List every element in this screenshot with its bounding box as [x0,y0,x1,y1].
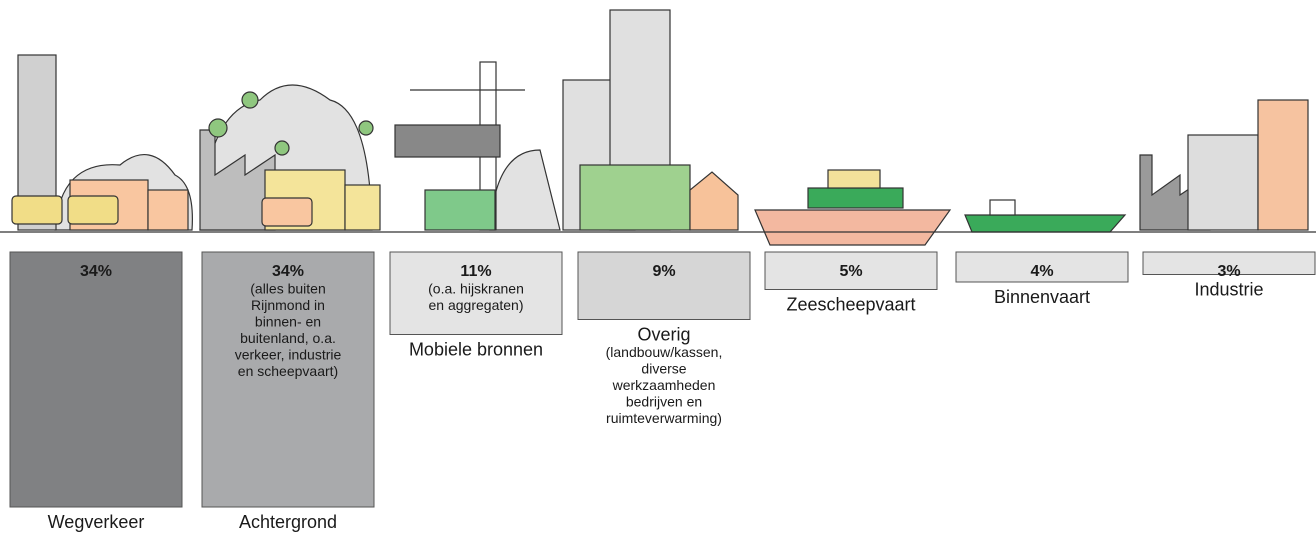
bar [577,251,751,320]
note: verkeer, industrie [235,347,342,363]
value-label: 34% [80,263,112,280]
value-label: 9% [652,263,675,280]
note: (landbouw/kassen, [606,344,723,360]
category-label: Overig [637,324,690,344]
note: buitenland, o.a. [240,330,336,346]
note: bedrijven en [626,394,702,410]
category-label: Industrie [1194,279,1263,299]
value-label: 34% [272,263,304,280]
note: en aggregaten) [429,297,524,313]
note: (alles buiten [250,281,326,297]
category-label: Wegverkeer [48,512,145,532]
note: binnen- en [255,314,321,330]
category-label: Mobiele bronnen [409,339,543,359]
note: diverse [641,361,686,377]
value-label: 4% [1030,263,1053,280]
value-label: 3% [1217,263,1240,280]
category-label: Zeescheepvaart [786,294,915,314]
category-label: Binnenvaart [994,287,1090,307]
bar [9,251,183,508]
bar [764,251,938,290]
note: werkzaamheden [612,377,716,393]
illustration [0,9,1316,246]
value-label: 11% [460,263,491,280]
bar [389,251,563,335]
category-label: Achtergrond [239,512,337,532]
value-label: 5% [839,263,862,280]
note: (o.a. hijskranen [428,281,524,297]
note: en scheepvaart) [238,363,338,379]
bar [955,251,1129,283]
bar [201,251,375,508]
bar [1142,251,1316,275]
note: Rijnmond in [251,297,325,313]
note: ruimteverwarming) [606,410,722,426]
